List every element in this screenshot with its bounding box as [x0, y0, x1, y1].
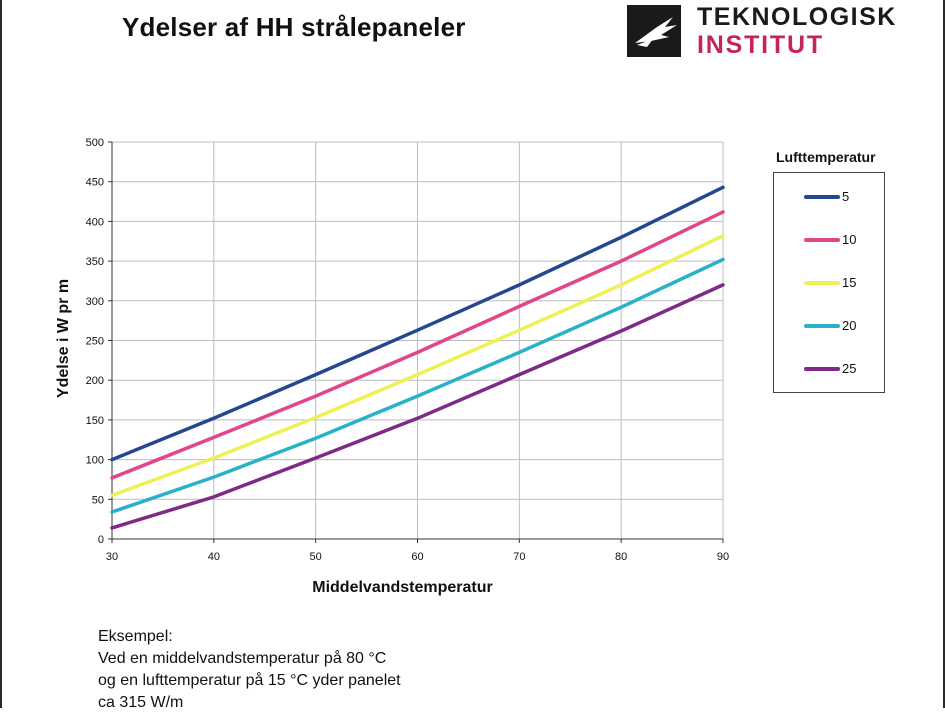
- example-line-3: og en lufttemperatur på 15 °C yder panel…: [98, 672, 401, 689]
- legend-swatch: [804, 367, 840, 371]
- legend-swatch: [804, 324, 840, 328]
- y-tick-label: 450: [86, 177, 104, 189]
- y-tick-label: 50: [92, 494, 104, 506]
- series-line-25: [110, 283, 725, 530]
- page-title: Ydelser af HH strålepaneler: [122, 12, 466, 42]
- series-line-10: [110, 210, 725, 480]
- y-tick-label: 200: [86, 375, 104, 387]
- legend-title: Lufttemperatur: [776, 149, 876, 165]
- x-tick-label: 90: [717, 551, 729, 563]
- y-tick-label: 0: [98, 534, 104, 546]
- legend-label: 15: [842, 275, 857, 290]
- y-tick-label: 250: [86, 336, 104, 348]
- page-border-right: [943, 0, 945, 708]
- x-tick-label: 60: [411, 551, 423, 563]
- y-axis-label: Ydelse i W pr m: [55, 279, 72, 398]
- legend-label: 5: [842, 189, 850, 204]
- legend-swatch: [804, 195, 840, 199]
- y-tick-label: 150: [86, 415, 104, 427]
- legend-swatch: [804, 281, 840, 285]
- example-line-1: Eksempel:: [98, 628, 173, 645]
- example-line-4: ca 315 W/m: [98, 694, 184, 711]
- series-line-5: [110, 185, 725, 462]
- legend-label: 20: [842, 318, 857, 333]
- x-axis-label: Middelvandstemperatur: [312, 579, 492, 596]
- x-tick-label: 40: [208, 551, 220, 563]
- y-tick-label: 100: [86, 455, 104, 467]
- logo-bird-icon: [627, 5, 681, 57]
- legend-label: 10: [842, 232, 857, 247]
- logo-text-line2: INSTITUT: [697, 31, 824, 59]
- x-tick-label: 30: [106, 551, 118, 563]
- y-tick-label: 350: [86, 256, 104, 268]
- teknologisk-institut-logo: TEKNOLOGISK INSTITUT: [627, 3, 927, 59]
- series-line-15: [110, 233, 725, 498]
- y-tick-label: 500: [86, 137, 104, 149]
- x-tick-label: 70: [513, 551, 525, 563]
- page-border-left: [0, 0, 2, 708]
- legend-swatch: [804, 238, 840, 242]
- y-tick-label: 400: [86, 216, 104, 228]
- example-text: Eksempel: Ved en middelvandstemperatur p…: [98, 626, 401, 714]
- legend-label: 25: [842, 361, 857, 376]
- series-line-20: [110, 257, 725, 514]
- x-tick-label: 50: [310, 551, 322, 563]
- x-tick-label: 80: [615, 551, 627, 563]
- example-line-2: Ved en middelvandstemperatur på 80 °C: [98, 650, 387, 667]
- y-tick-label: 300: [86, 296, 104, 308]
- logo-text-line1: TEKNOLOGISK: [697, 3, 897, 31]
- chart-legend: 5 10 15 20 25: [773, 172, 885, 393]
